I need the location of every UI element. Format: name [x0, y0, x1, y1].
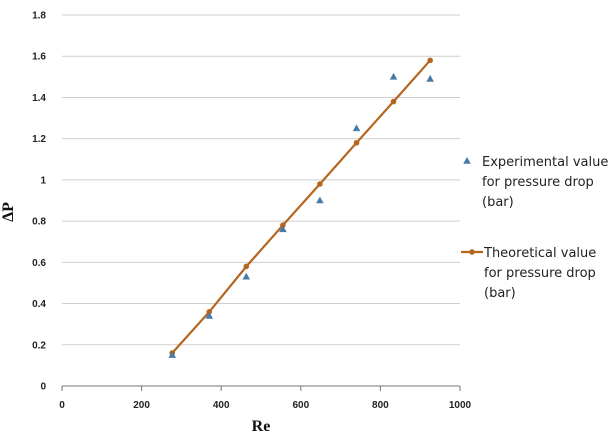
experimental-point [352, 124, 361, 132]
x-axis-title: Re [252, 418, 271, 431]
y-tick-label: 1.6 [32, 52, 46, 63]
y-tick-label: 0.4 [32, 299, 46, 310]
y-tick-labels: 0 0.2 0.4 0.6 0.8 1 1.2 1.4 1.6 1.8 [32, 11, 46, 393]
x-tick-label: 800 [372, 400, 389, 411]
y-tick-label: 1.2 [32, 134, 46, 145]
y-tick-label: 0.6 [32, 258, 46, 269]
y-tick-label: 1.8 [32, 11, 46, 22]
legend-theoretical-label: (bar) [484, 286, 516, 301]
experimental-point [316, 196, 324, 204]
theoretical-series [169, 57, 433, 356]
theoretical-line [171, 59, 432, 354]
theoretical-point [280, 222, 286, 229]
experimental-point [389, 72, 398, 80]
y-tick-label: 1.4 [32, 93, 46, 104]
experimental-point [426, 74, 434, 82]
theoretical-point [427, 57, 433, 64]
legend-theoretical-label: for pressure drop [484, 266, 596, 281]
x-tick-labels: 0 200 400 600 800 1000 [59, 400, 471, 411]
theoretical-point [353, 139, 360, 146]
legend-experimental-label: Experimental value [482, 155, 608, 170]
experimental-point [242, 272, 251, 280]
gridlines [62, 14, 460, 346]
y-tick-label: 0.2 [32, 340, 46, 351]
y-tick-label: 0.8 [32, 217, 46, 228]
x-tick-label: 0 [59, 400, 65, 411]
y-tick-label: 0 [40, 382, 46, 393]
legend-experimental-label: (bar) [482, 195, 514, 210]
theoretical-point [317, 181, 323, 187]
x-tick-label: 1000 [449, 400, 472, 411]
y-tick-label: 1 [40, 175, 46, 186]
axes [61, 385, 461, 391]
legend: Experimental value for pressure drop (bar)… [461, 155, 608, 301]
legend-experimental-label: for pressure drop [482, 175, 594, 190]
x-tick-label: 200 [133, 400, 150, 411]
experimental-point [168, 351, 177, 358]
theoretical-point [206, 309, 213, 315]
x-tick-label: 600 [292, 400, 309, 411]
experimental-point [205, 311, 214, 319]
theoretical-point [243, 263, 250, 270]
experimental-series [168, 72, 434, 358]
legend-triangle-marker [463, 157, 471, 164]
x-tick-label: 400 [213, 400, 230, 411]
legend-theoretical-label: Theoretical value [483, 246, 596, 261]
experimental-point [279, 225, 287, 233]
y-axis-title: ΔP [0, 202, 17, 222]
legend-circle-marker [469, 249, 475, 255]
theoretical-point [390, 98, 397, 105]
